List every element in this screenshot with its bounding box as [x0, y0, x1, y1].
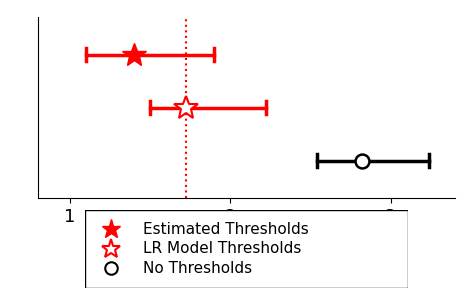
Text: No Thresholds: No Thresholds: [143, 261, 253, 276]
Text: LR Model Thresholds: LR Model Thresholds: [143, 241, 302, 256]
Text: Estimated Thresholds: Estimated Thresholds: [143, 222, 309, 237]
X-axis label: Average Rank: Average Rank: [179, 231, 314, 250]
FancyBboxPatch shape: [85, 210, 408, 288]
